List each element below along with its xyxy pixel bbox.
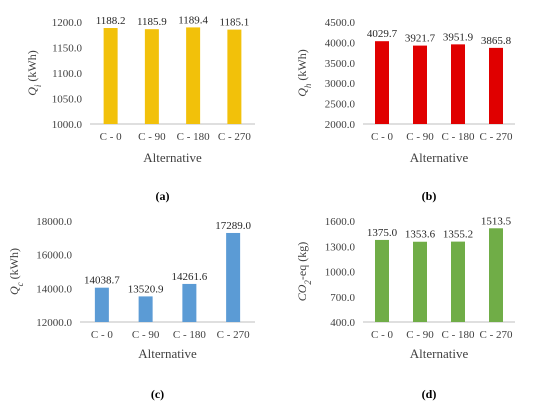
x-tick-label: C - 270 [218,131,252,143]
bar [489,228,503,322]
panel-label: (a) [156,189,170,203]
x-axis-title: Alternative [138,346,197,361]
bar [451,44,465,124]
y-tick-label: 4000.0 [325,37,356,49]
x-axis-title: Alternative [143,150,202,165]
panel-label: (c) [151,387,164,401]
x-tick-label: C - 0 [100,131,123,143]
x-tick-label: C - 180 [442,131,476,143]
data-label: 1513.5 [481,215,512,227]
y-tick-label: 1100.0 [52,68,82,80]
data-label: 1189.4 [178,14,208,26]
x-tick-label: C - 0 [371,329,394,341]
x-tick-label: C - 180 [177,131,211,143]
x-axis-title: Alternative [410,346,469,361]
bar [227,29,242,125]
bar [138,296,153,322]
bar [186,27,201,125]
y-axis-title: Qc (kWh) [7,248,25,295]
data-label: 3865.8 [481,35,512,47]
x-tick-label: C - 270 [480,329,514,341]
data-label: 1188.2 [96,15,126,27]
x-tick-label: C - 90 [132,329,160,341]
y-tick-label: 16000.0 [36,250,72,262]
y-tick-label: 4500.0 [325,17,356,29]
data-label: 14038.7 [84,275,120,287]
y-axis-title: CO2-eq (kg) [295,242,313,302]
y-tick-label: 2500.0 [325,99,356,111]
data-label: 1355.2 [443,229,473,241]
y-tick-label: 1300.0 [325,241,356,253]
bar [103,28,118,125]
y-tick-label: 12000.0 [36,317,72,329]
chart-panel-1: 1000.0 1050.0 1100.0 1150.0 1200.0 1188.2 C - … [25,14,255,203]
y-tick-label: 2000.0 [325,119,356,131]
x-tick-label: C - 90 [406,131,434,143]
y-tick-label: 1200.0 [52,17,83,29]
x-tick-label: C - 0 [371,131,394,143]
bar [226,232,241,322]
y-tick-label: 700.0 [330,292,355,304]
data-label: 3921.7 [405,33,436,45]
panel-label: (d) [422,387,437,401]
y-tick-label: 400.0 [330,317,355,329]
chart-panel-4: 400.0 700.0 1000.0 1300.0 1600.0 1375.0 C - 0 1… [295,215,515,401]
y-tick-label: 1150.0 [52,43,82,55]
bar [413,241,427,322]
data-label: 14261.6 [172,271,208,283]
bar [413,45,427,125]
x-tick-label: C - 180 [173,329,207,341]
x-tick-label: C - 180 [442,329,476,341]
data-label: 13520.9 [128,283,164,295]
data-label: 1375.0 [367,227,398,239]
data-label: 1185.9 [137,16,167,28]
chart-panel-2: 2000.0 2500.0 3000.0 3500.0 4000.0 4500.0 4029… [295,17,515,203]
x-tick-label: C - 270 [480,131,514,143]
x-axis-title: Alternative [410,150,469,165]
y-axis-title: Qi (kWh) [25,50,43,96]
x-tick-label: C - 90 [138,131,166,143]
y-tick-label: 1600.0 [325,216,356,228]
y-tick-label: 14000.0 [36,283,72,295]
y-tick-label: 3500.0 [325,58,356,70]
bar [451,241,465,322]
x-tick-label: C - 0 [91,329,114,341]
bar [375,239,389,322]
data-label: 3951.9 [443,31,474,43]
panel-label: (b) [422,189,437,203]
chart-panel-3: 12000.0 14000.0 16000.0 18000.0 14038.7 C - 0… [7,216,255,401]
x-tick-label: C - 270 [217,329,251,341]
y-tick-label: 3000.0 [325,78,356,90]
bar [489,47,503,124]
y-tick-label: 1050.0 [52,94,83,106]
y-tick-label: 1000.0 [52,119,83,131]
bar [94,287,109,322]
bar [182,283,197,322]
data-label: 4029.7 [367,28,398,40]
y-axis-title: Qh (kWh) [295,49,313,97]
bar [144,29,159,124]
x-tick-label: C - 90 [406,329,434,341]
y-tick-label: 1000.0 [325,267,356,279]
data-label: 17289.0 [215,220,251,232]
data-label: 1353.6 [405,229,436,241]
bar [375,41,389,124]
data-label: 1185.1 [219,17,249,29]
y-tick-label: 18000.0 [36,216,72,228]
